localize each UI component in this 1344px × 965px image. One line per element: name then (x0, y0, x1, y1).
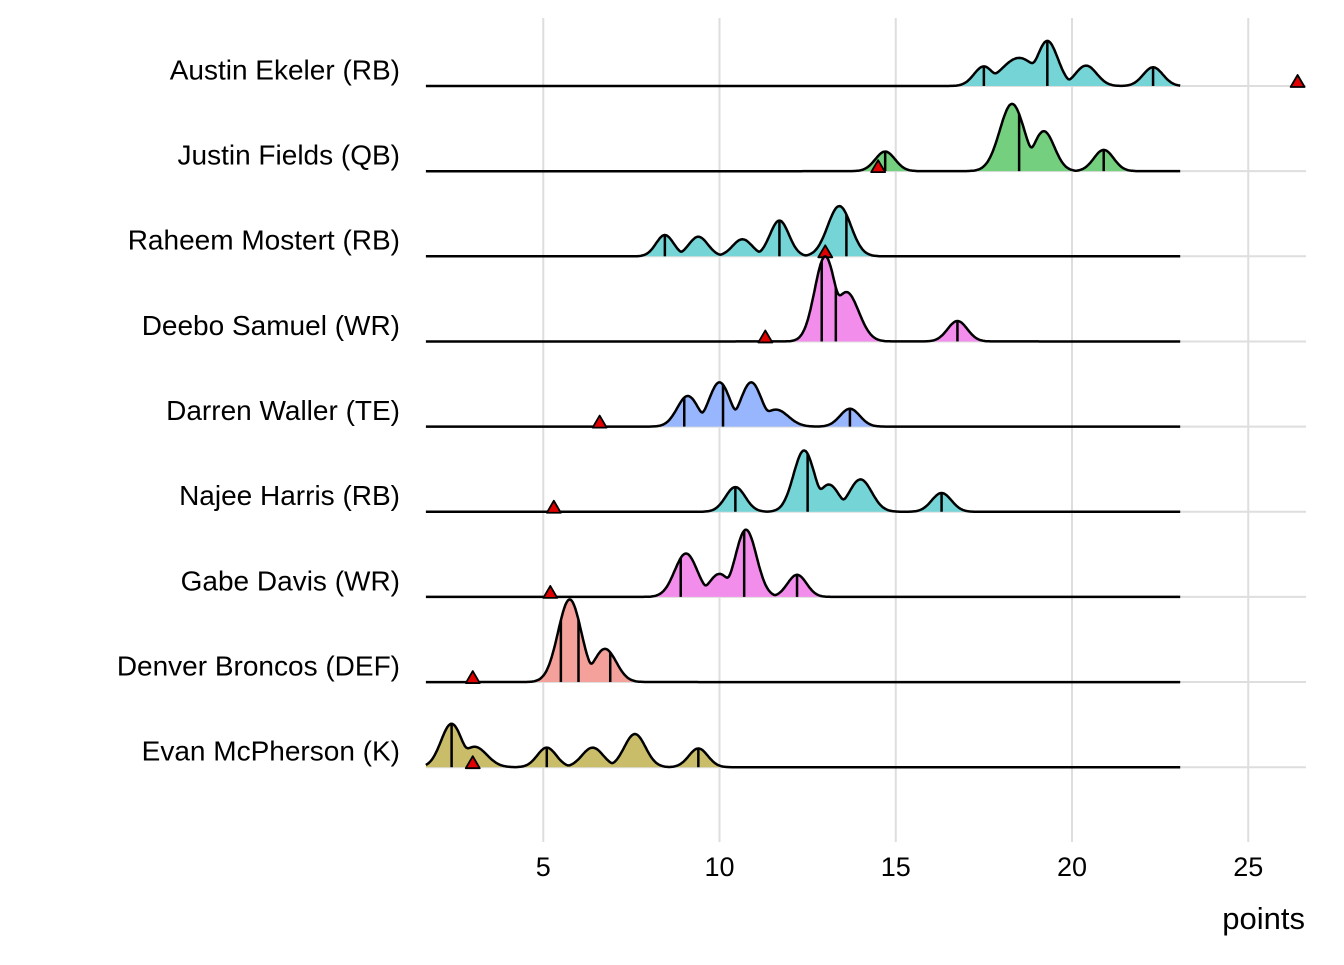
ridge-deebo-samuel-wr (425, 255, 1181, 344)
x-tick-label: 20 (1057, 852, 1087, 882)
density-line (425, 381, 1181, 428)
actual-points-marker (1289, 74, 1306, 88)
density-fill (425, 103, 1181, 172)
x-axis-label: points (1222, 901, 1305, 936)
density-line (425, 204, 1181, 258)
density-line (425, 255, 1181, 343)
actual-points-marker (545, 499, 562, 514)
actual-points-marker (542, 585, 559, 599)
ridge-evan-mcpherson-k (425, 722, 1181, 770)
row-label: Justin Fields (QB) (178, 140, 401, 171)
actual-points-marker (757, 329, 774, 344)
x-ticks: 5 10 15 20 25 (536, 852, 1264, 882)
row-label: Deebo Samuel (WR) (142, 310, 400, 341)
density-fill (425, 256, 1181, 342)
row-label: Austin Ekeler (RB) (170, 54, 400, 85)
x-tick-label: 10 (704, 852, 734, 882)
density-line (425, 598, 1181, 684)
actual-points-marker (591, 414, 608, 429)
row-label: Najee Harris (RB) (179, 480, 400, 511)
row-label: Evan McPherson (K) (142, 736, 400, 767)
density-fill (425, 599, 1181, 683)
density-fill (425, 206, 1181, 257)
density-line (425, 102, 1181, 173)
density-fill (425, 529, 1181, 597)
x-tick-label: 15 (881, 852, 911, 882)
density-fill (425, 723, 1181, 768)
density-fill (425, 450, 1181, 512)
ridge-justin-fields-qb (425, 102, 1181, 174)
density-fill (425, 382, 1181, 427)
x-tick-label: 5 (536, 852, 551, 882)
grid (426, 18, 1306, 842)
density-line (425, 722, 1181, 769)
ridge-raheem-mostert-rb (425, 204, 1181, 259)
ridge-denver-broncos-def (425, 598, 1181, 684)
ridges (425, 39, 1306, 770)
actual-points-marker (464, 755, 481, 770)
ridge-gabe-davis-wr (425, 528, 1181, 599)
ridge-darren-waller-te (425, 381, 1181, 429)
ridge-austin-ekeler-rb (425, 39, 1306, 88)
row-label: Denver Broncos (DEF) (117, 650, 400, 681)
row-label: Darren Waller (TE) (166, 395, 400, 426)
density-line (425, 39, 1181, 88)
row-label: Raheem Mostert (RB) (128, 225, 400, 256)
ridge-najee-harris-rb (425, 449, 1181, 514)
density-fill (425, 40, 1181, 86)
actual-points-marker (464, 670, 481, 684)
y-labels: Austin Ekeler (RB) Justin Fields (QB) Rahe… (117, 54, 400, 766)
row-label: Gabe Davis (WR) (181, 565, 400, 596)
actual-points-marker (870, 159, 887, 174)
x-tick-label: 25 (1233, 852, 1263, 882)
